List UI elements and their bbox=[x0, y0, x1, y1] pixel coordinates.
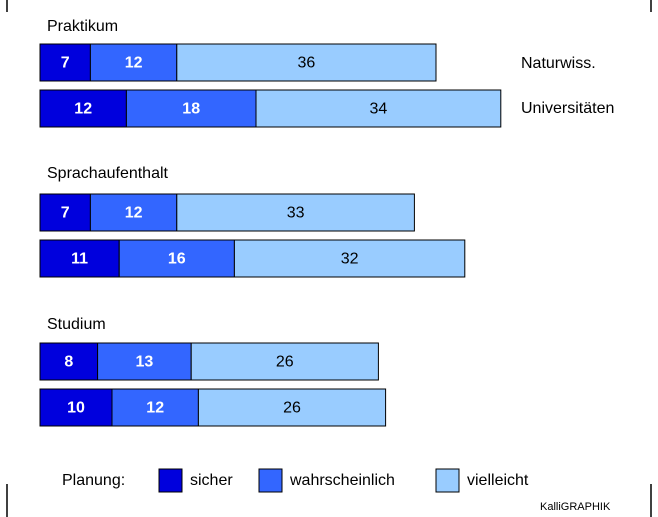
value-label: 10 bbox=[67, 400, 85, 417]
legend-label: vielleicht bbox=[467, 472, 529, 489]
value-label: 34 bbox=[370, 101, 388, 118]
value-label: 16 bbox=[168, 251, 186, 268]
legend-label: wahrscheinlich bbox=[289, 472, 395, 489]
bar-segment bbox=[197, 388, 387, 427]
bar-segment bbox=[39, 239, 120, 278]
bar-segment bbox=[89, 43, 178, 82]
bar-segment bbox=[39, 342, 99, 381]
bar-segment bbox=[233, 239, 466, 278]
category-label: Universitäten bbox=[521, 100, 614, 117]
value-label: 36 bbox=[298, 55, 316, 72]
value-label: 26 bbox=[276, 354, 294, 371]
value-label: 12 bbox=[146, 400, 164, 417]
bar-segment bbox=[118, 239, 235, 278]
value-label: 32 bbox=[341, 251, 359, 268]
legend-swatch bbox=[435, 468, 460, 493]
group-title: Studium bbox=[47, 316, 106, 333]
value-label: 18 bbox=[182, 101, 200, 118]
bar-segment bbox=[39, 89, 127, 128]
bar-segment bbox=[125, 89, 257, 128]
category-label: Naturwiss. bbox=[521, 55, 596, 72]
bar-segment bbox=[255, 89, 502, 128]
bar-segment bbox=[176, 43, 437, 82]
value-label: 11 bbox=[71, 251, 88, 268]
legend-title: Planung: bbox=[62, 472, 125, 489]
value-label: 13 bbox=[136, 354, 154, 371]
value-label: 26 bbox=[283, 400, 301, 417]
value-label: 12 bbox=[125, 55, 143, 72]
value-label: 33 bbox=[287, 205, 305, 222]
legend-swatch bbox=[258, 468, 283, 493]
legend-swatch bbox=[158, 468, 183, 493]
bar-segment bbox=[97, 342, 192, 381]
value-label: 12 bbox=[125, 205, 143, 222]
legend-label: sicher bbox=[190, 472, 233, 489]
value-label: 12 bbox=[74, 101, 92, 118]
credit: KalliGRAPHIK bbox=[540, 501, 611, 513]
group-title: Sprachaufenthalt bbox=[47, 165, 169, 182]
value-label: 7 bbox=[61, 205, 70, 222]
bar-segment bbox=[190, 342, 379, 381]
bar-segment bbox=[176, 193, 415, 232]
group-title: Praktikum bbox=[47, 18, 118, 35]
value-label: 8 bbox=[64, 354, 73, 371]
value-label: 7 bbox=[61, 55, 70, 72]
bar-segment bbox=[39, 43, 91, 82]
